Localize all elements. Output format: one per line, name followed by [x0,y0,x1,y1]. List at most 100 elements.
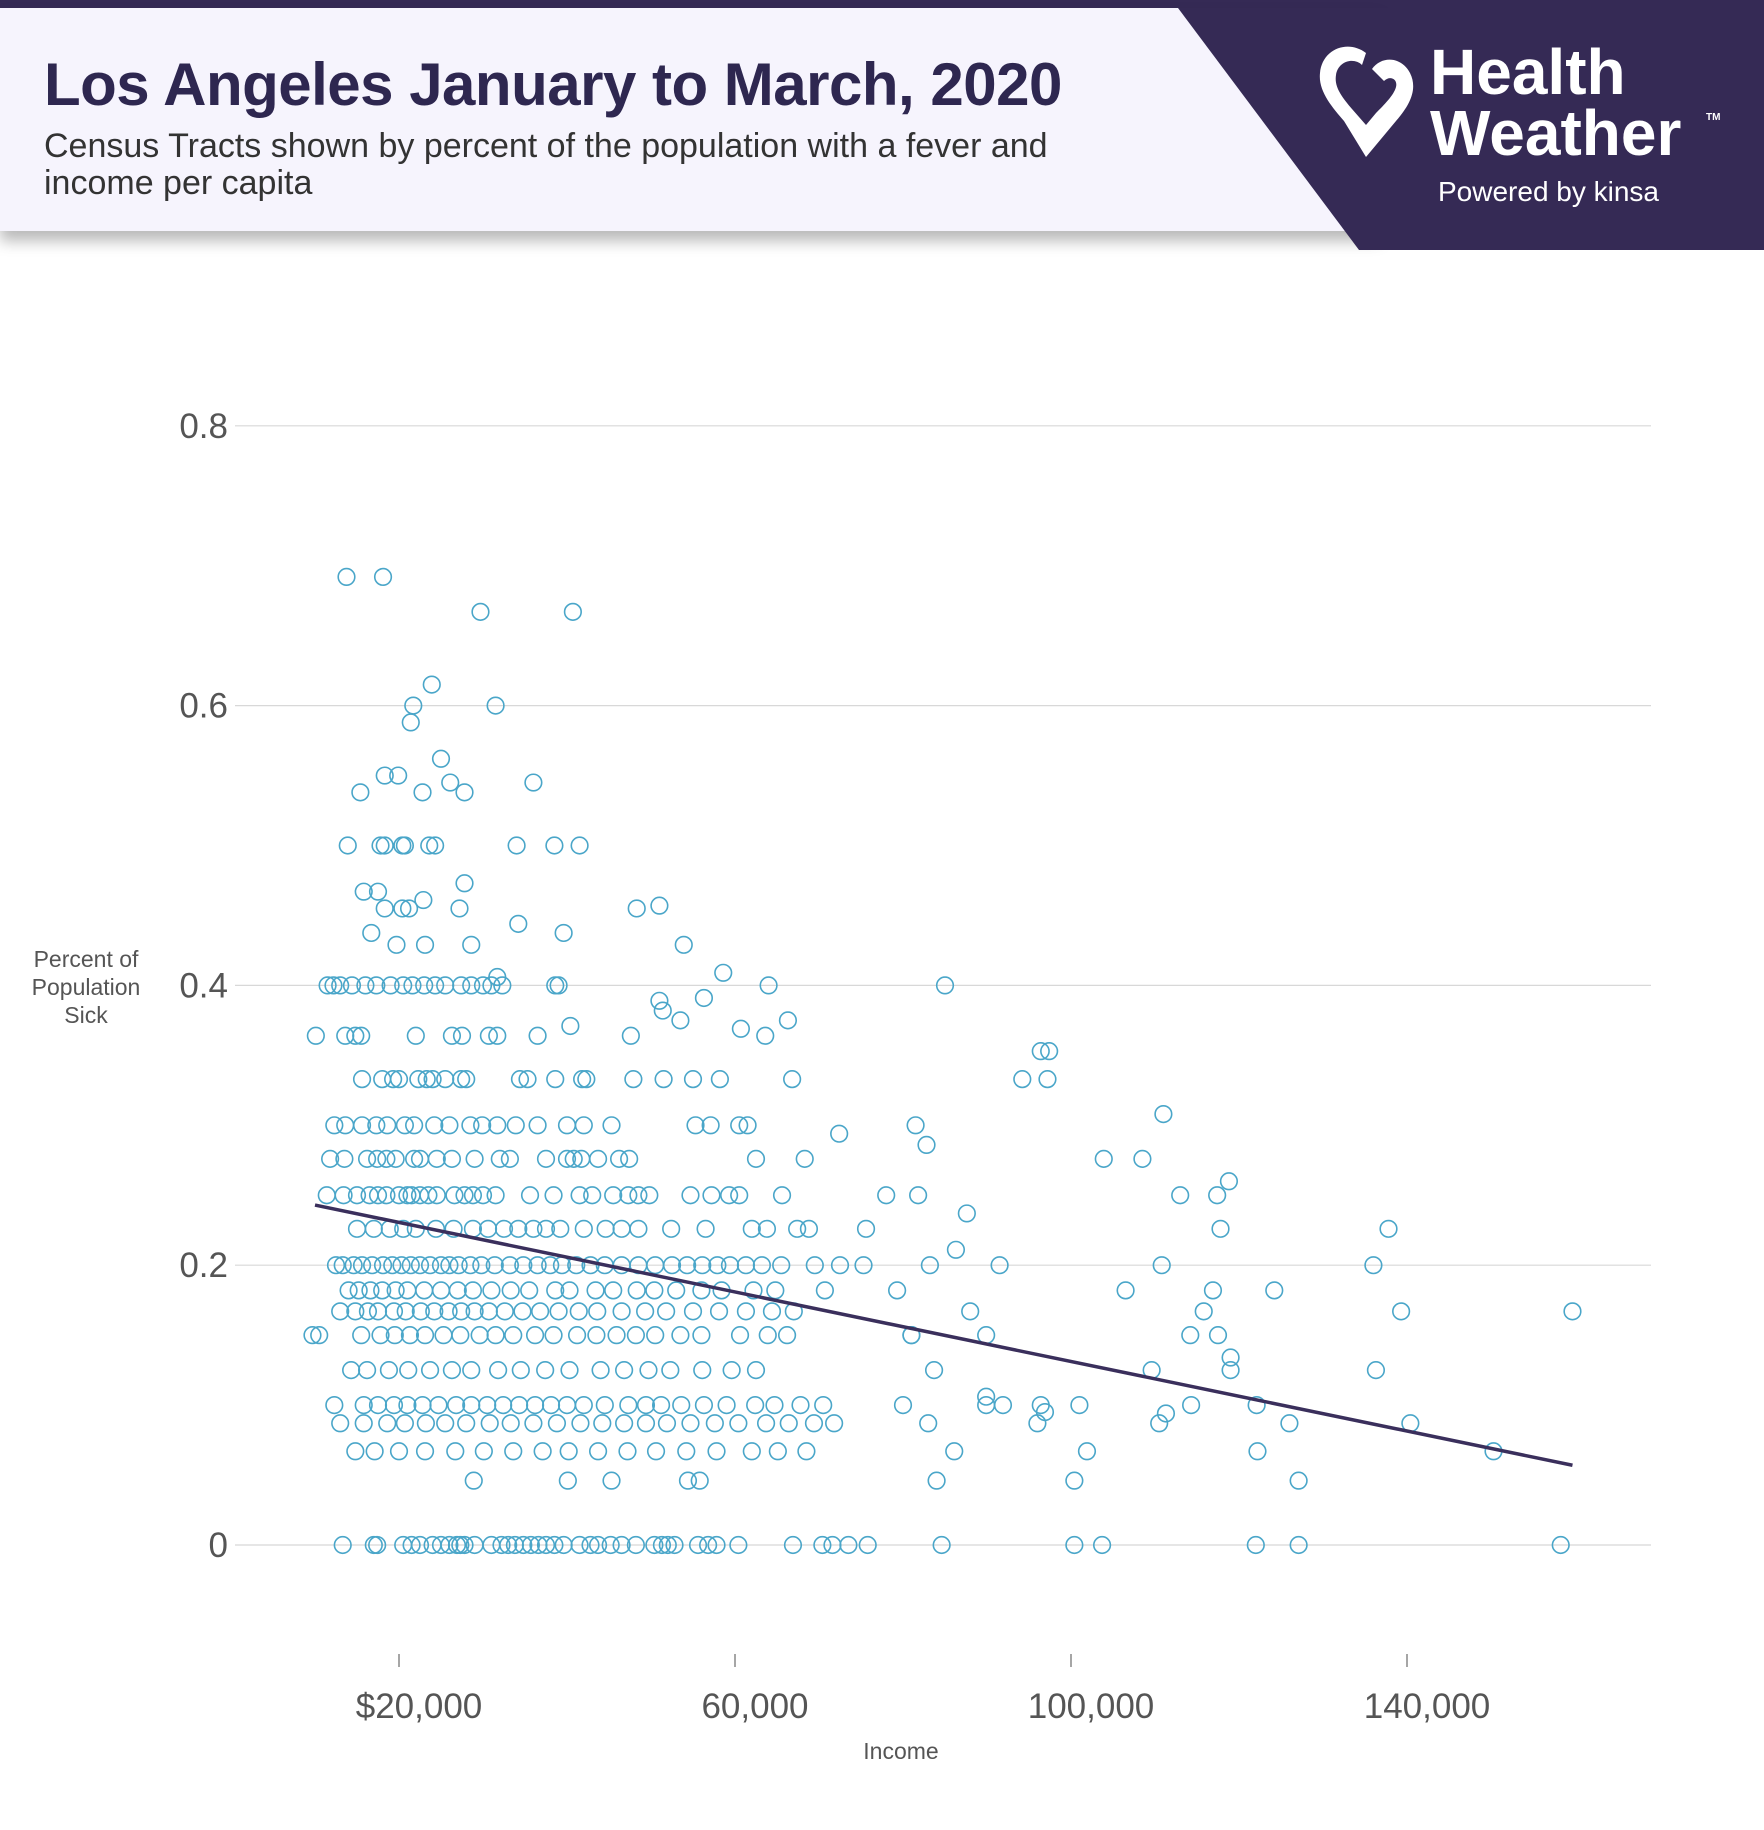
data-point [398,1186,417,1205]
data-point [729,1535,748,1555]
data-point [1289,1535,1308,1555]
data-point [1156,1404,1176,1423]
data-point [342,976,362,995]
data-point [547,1414,567,1433]
data-point [541,1256,560,1275]
data-point [736,1302,756,1321]
data-point [570,1186,589,1205]
data-point [363,1256,382,1275]
data-point [612,1302,631,1321]
data-point [336,1116,355,1135]
data-point [494,1395,513,1415]
data-point [325,1395,344,1415]
data-point [699,1535,718,1555]
data-point [1038,1070,1057,1089]
data-point [384,1395,404,1415]
data-point [927,1471,946,1490]
data-point [406,1026,425,1045]
data-point [917,1135,936,1154]
data-point [686,1116,705,1135]
data-point [384,1302,404,1321]
data-point [1040,1042,1059,1061]
data-point [1392,1302,1411,1321]
data-point [352,1070,372,1089]
data-point [607,1326,626,1345]
data-point [445,1186,464,1205]
data-point [1248,1442,1267,1461]
data-point [318,976,337,995]
data-point [536,1361,555,1380]
data-point [678,1471,698,1490]
data-point [415,1326,435,1345]
x-axis-label: Income [863,1738,938,1764]
data-point [692,1326,711,1345]
data-point [489,1361,508,1380]
data-point [661,1361,680,1380]
data-point [401,1256,420,1275]
data-point [658,1535,677,1555]
data-point [346,1026,365,1045]
data-point [442,1361,462,1380]
data-point [520,1186,540,1205]
data-point [310,1326,329,1345]
data-point [431,749,451,768]
data-point [525,1326,545,1345]
data-point [1065,1471,1084,1490]
data-point [744,1281,763,1300]
data-point [400,1326,420,1345]
data-point [799,1219,819,1238]
data-point [645,1281,664,1300]
data-point [524,773,543,792]
data-point [504,1442,523,1461]
data-point [334,1186,353,1205]
data-point [804,1414,824,1433]
data-point [946,1240,966,1259]
data-point [710,1070,729,1089]
data-point [386,1149,405,1168]
data-point [444,1219,463,1238]
data-point [401,713,420,732]
data-point [357,1149,377,1168]
data-point [678,1256,697,1275]
data-point [1171,1186,1190,1205]
data-point [619,1395,638,1415]
data-point [586,1281,605,1300]
data-point [392,1256,411,1275]
data-point [504,1326,523,1345]
data-point [1364,1256,1383,1275]
data-point [546,1070,565,1089]
data-point [624,1070,643,1089]
data-point [814,1395,833,1415]
data-point [338,836,357,855]
data-point [431,1281,451,1300]
data-point [662,1256,682,1275]
data-point [705,1414,724,1433]
data-point [306,1026,325,1045]
data-point [690,1471,709,1490]
data-point [609,1149,629,1168]
data-point [419,1186,438,1205]
data-point [377,1186,396,1205]
data-point [920,1256,939,1275]
data-point [730,1186,749,1205]
data-point [352,1026,371,1045]
data-point [357,1361,377,1380]
data-point [759,976,778,995]
data-point [772,1256,791,1275]
data-point [336,1026,355,1045]
data-point [1092,1535,1112,1555]
data-point [752,1256,771,1275]
data-point [636,1302,655,1321]
data-point [742,1219,761,1238]
x-tick-label: 100,000 [1028,1687,1155,1726]
data-point [593,1414,612,1433]
data-point [425,1116,444,1135]
data-point [410,1256,430,1275]
data-point [317,1186,336,1205]
data-point [815,1281,834,1300]
data-point [646,1326,665,1345]
data-point [977,1387,996,1406]
data-point [636,1414,656,1433]
data-point [462,1361,481,1380]
